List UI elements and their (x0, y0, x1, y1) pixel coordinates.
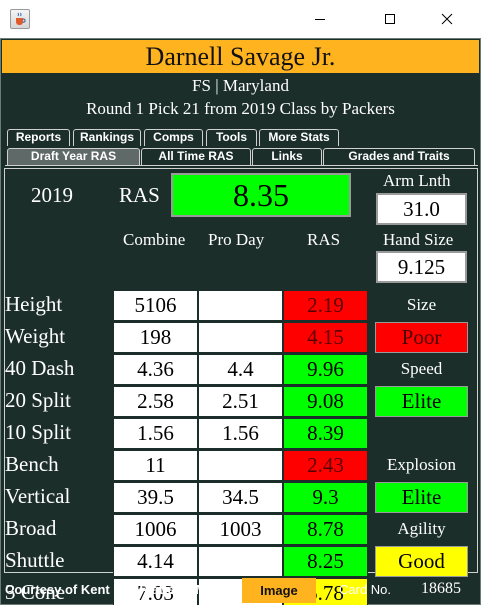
arm-length-label: Arm Lnth (383, 171, 451, 190)
grade-value-speed: Elite (375, 386, 468, 417)
ras-year: 2019 (31, 183, 73, 207)
row-label: 20 Split (5, 388, 71, 412)
footer: Courtesy of Kent Lee Platte (@MathBomb) … (1, 574, 480, 605)
tab-links[interactable]: Links (252, 148, 322, 165)
minimize-button[interactable] (297, 0, 343, 38)
combine-value: 4.14 (113, 546, 198, 577)
credit-text: Courtesy of Kent Lee Platte (@MathBomb) (5, 582, 267, 597)
maximize-button[interactable] (367, 0, 413, 38)
pro-day-value: 1.56 (198, 418, 283, 449)
column-header-combine: Combine (123, 230, 186, 249)
combine-value: 1.56 (113, 418, 198, 449)
hand-size-value: 9.125 (376, 251, 467, 283)
ras-value: 8.78 (283, 514, 368, 545)
hand-size-label: Hand Size (383, 230, 454, 249)
row-label: 3 Cone (5, 580, 66, 604)
combine-value: 4.36 (113, 354, 198, 385)
row-label: Height (5, 292, 63, 316)
combine-value: 1006 (113, 514, 198, 545)
pro-day-value (198, 322, 283, 353)
ras-value: 9.08 (283, 386, 368, 417)
maximize-icon (385, 14, 395, 24)
grade-value-explosion: Elite (375, 482, 468, 513)
java-cup-icon[interactable] (10, 9, 30, 29)
card-number-label: Card No. (339, 582, 392, 597)
ras-value: 4.15 (283, 322, 368, 353)
tab-rankings[interactable]: Rankings (73, 129, 141, 146)
ras-value: 9.96 (283, 354, 368, 385)
card-number: 18685 (421, 580, 461, 597)
ras-value: 2.43 (283, 450, 368, 481)
arm-length-value: 31.0 (376, 193, 467, 225)
combine-value: 7.03 (113, 578, 198, 605)
row-label: Broad (5, 516, 57, 540)
grade-value-agility: Good (375, 546, 468, 577)
row-label: Vertical (5, 484, 71, 508)
tab-divider (5, 165, 478, 166)
close-icon (441, 13, 453, 25)
ras-value: 2.19 (283, 290, 368, 321)
grade-label-size: Size (406, 295, 437, 314)
draft-year-ras-panel: 2019 RAS 8.35 Arm Lnth 31.0 Combine Pro … (4, 168, 478, 605)
grade-label-agility: Agility (397, 519, 446, 538)
ras-value: 8.25 (283, 546, 368, 577)
image-button[interactable]: Image (242, 578, 316, 603)
pro-day-value: 4.4 (198, 354, 283, 385)
combine-value: 5106 (113, 290, 198, 321)
column-header-pro-day: Pro Day (208, 230, 265, 249)
minimize-icon (315, 19, 325, 20)
combine-value: 39.5 (113, 482, 198, 513)
pro-day-value (198, 450, 283, 481)
ras-score: 8.35 (171, 173, 351, 217)
combine-value: 2.58 (113, 386, 198, 417)
pro-day-value: 34.5 (198, 482, 283, 513)
column-header-ras: RAS (307, 230, 341, 249)
position-school: FS | Maryland (192, 76, 289, 95)
close-button[interactable] (424, 0, 470, 38)
ras-value: 8.39 (283, 418, 368, 449)
ras-value: 9.3 (283, 482, 368, 513)
combine-value: 198 (113, 322, 198, 353)
pro-day-value (198, 546, 283, 577)
draft-info: Round 1 Pick 21 from 2019 Class by Packe… (86, 99, 395, 118)
row-label: Bench (5, 452, 59, 476)
player-name: Darnell Savage Jr. (2, 40, 479, 73)
pro-day-value: 1003 (198, 514, 283, 545)
tab-draft-year-ras[interactable]: Draft Year RAS (7, 148, 140, 165)
grade-value-size: Poor (375, 322, 468, 353)
row-label: Weight (5, 324, 66, 348)
grade-label-speed: Speed (400, 359, 443, 378)
player-card-window: Darnell Savage Jr. FS | Maryland Round 1… (0, 38, 481, 605)
tab-reports[interactable]: Reports (7, 129, 70, 146)
tab-more-stats[interactable]: More Stats (259, 129, 339, 146)
combine-value: 11 (113, 450, 198, 481)
window-titlebar[interactable] (0, 0, 481, 38)
row-label: 40 Dash (5, 356, 75, 380)
tab-tools[interactable]: Tools (206, 129, 257, 146)
grade-label-explosion: Explosion (387, 455, 456, 474)
row-label: Shuttle (5, 548, 65, 572)
tab-all-time-ras[interactable]: All Time RAS (141, 148, 251, 165)
row-label: 10 Split (5, 420, 71, 444)
ras-label: RAS (119, 183, 160, 207)
tab-comps[interactable]: Comps (144, 129, 203, 146)
pro-day-value (198, 290, 283, 321)
pro-day-value: 2.51 (198, 386, 283, 417)
tab-grades-and-traits[interactable]: Grades and Traits (323, 148, 475, 165)
